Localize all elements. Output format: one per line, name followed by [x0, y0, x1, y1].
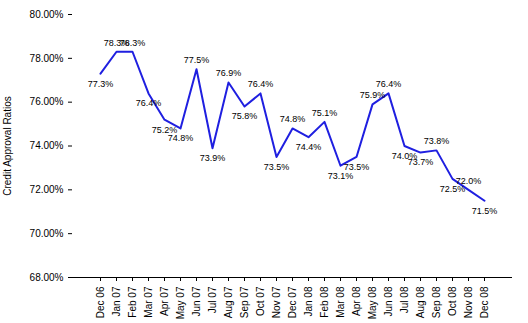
svg-text:75.9%: 75.9% [360, 90, 386, 100]
svg-text:73.1%: 73.1% [328, 171, 354, 181]
svg-text:73.5%: 73.5% [264, 162, 290, 172]
svg-text:75.2%: 75.2% [151, 124, 178, 135]
svg-text:Sep 08: Sep 08 [431, 286, 442, 318]
svg-text:68.00%: 68.00% [30, 272, 64, 283]
svg-text:Jul 07: Jul 07 [207, 286, 218, 313]
svg-text:Jun 07: Jun 07 [191, 286, 202, 316]
svg-text:Dec 06: Dec 06 [95, 286, 106, 318]
svg-text:Aug 08: Aug 08 [415, 286, 426, 318]
svg-text:May 08: May 08 [367, 286, 378, 319]
svg-text:Nov 08: Nov 08 [463, 286, 474, 318]
svg-text:72.00%: 72.00% [30, 184, 64, 195]
svg-text:77.5%: 77.5% [184, 55, 210, 65]
svg-text:74.8%: 74.8% [168, 133, 194, 143]
svg-text:76.4%: 76.4% [376, 79, 402, 89]
svg-text:May 07: May 07 [175, 286, 186, 319]
svg-text:Feb 08: Feb 08 [319, 286, 330, 318]
svg-text:73.5%: 73.5% [344, 162, 370, 172]
svg-text:77.3%: 77.3% [88, 79, 114, 89]
svg-text:73.9%: 73.9% [200, 153, 226, 163]
svg-text:76.9%: 76.9% [216, 68, 242, 78]
svg-text:75.1%: 75.1% [312, 108, 338, 118]
svg-text:76.4%: 76.4% [136, 98, 162, 108]
svg-text:Mar 08: Mar 08 [335, 286, 346, 318]
svg-text:Apr 07: Apr 07 [159, 286, 170, 316]
svg-text:73.8%: 73.8% [424, 136, 450, 146]
svg-text:76.00%: 76.00% [30, 96, 64, 107]
svg-text:Dec 07: Dec 07 [287, 286, 298, 318]
svg-text:70.00%: 70.00% [30, 228, 64, 239]
svg-text:Credit Approval Ratios: Credit Approval Ratios [2, 96, 13, 196]
svg-text:Dec 08: Dec 08 [479, 286, 490, 318]
svg-text:Nov 07: Nov 07 [271, 286, 282, 318]
svg-text:Jun 08: Jun 08 [383, 286, 394, 316]
svg-text:74.4%: 74.4% [296, 142, 322, 152]
svg-text:73.7%: 73.7% [408, 157, 434, 167]
svg-text:71.5%: 71.5% [472, 206, 498, 216]
svg-text:Sep 07: Sep 07 [239, 286, 250, 318]
svg-text:Mar 07: Mar 07 [143, 286, 154, 318]
svg-text:Jan 07: Jan 07 [111, 286, 122, 316]
svg-text:Jan 08: Jan 08 [303, 286, 314, 316]
svg-text:Feb 07: Feb 07 [127, 286, 138, 318]
svg-text:Oct 08: Oct 08 [447, 286, 458, 316]
svg-text:Aug 07: Aug 07 [223, 286, 234, 318]
svg-text:74.8%: 74.8% [280, 114, 306, 124]
svg-text:74.00%: 74.00% [30, 140, 64, 151]
svg-text:Oct 07: Oct 07 [255, 286, 266, 316]
svg-text:72.5%: 72.5% [440, 184, 466, 194]
svg-text:76.4%: 76.4% [248, 79, 274, 89]
svg-text:Apr 08: Apr 08 [351, 286, 362, 316]
svg-text:72.0%: 72.0% [455, 175, 482, 186]
svg-text:Jul 08: Jul 08 [399, 286, 410, 313]
svg-text:78.3%: 78.3% [103, 37, 130, 48]
svg-text:74.0%: 74.0% [391, 150, 418, 161]
svg-text:75.8%: 75.8% [232, 111, 258, 121]
svg-text:78.00%: 78.00% [30, 53, 64, 64]
svg-text:80.00%: 80.00% [30, 9, 64, 20]
svg-text:78.3%: 78.3% [120, 38, 146, 48]
